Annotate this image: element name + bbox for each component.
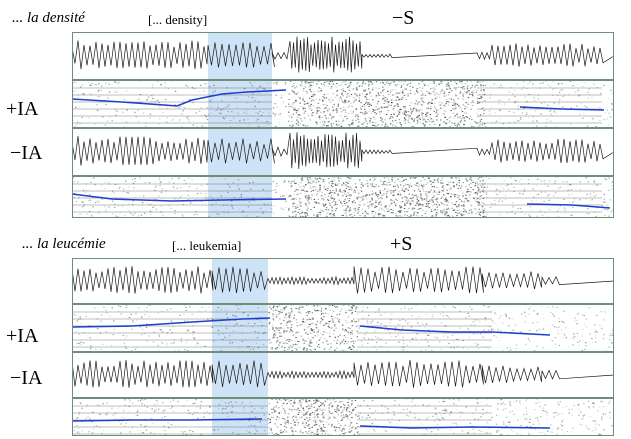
spectrogram-texture — [72, 176, 614, 218]
bottom-phrase: ... la leucémie — [22, 236, 106, 252]
bottom-waveform-minus-ia — [72, 352, 614, 398]
pitch-contour — [72, 317, 271, 328]
panel-frame — [72, 398, 614, 436]
panel-frame — [72, 258, 614, 304]
highlight-region — [212, 352, 268, 398]
spectrogram-texture — [72, 398, 614, 436]
top-waveform-plus-ia — [72, 32, 614, 80]
top-spectrogram-minus-ia — [72, 176, 614, 218]
highlight-region — [208, 176, 272, 218]
bottom-gloss: [... leukemia] — [172, 238, 242, 253]
bottom-row-plus-ia-label: +IA — [6, 325, 39, 347]
pitch-contour — [72, 418, 263, 422]
pitch-contour — [359, 425, 551, 429]
bottom-spectrogram-minus-ia — [72, 398, 614, 436]
bottom-waveform-plus-ia — [72, 258, 614, 304]
highlight-region — [212, 258, 268, 304]
bottom-condition-label: +S — [390, 233, 413, 255]
panel-frame — [72, 176, 614, 218]
pitch-contour — [359, 325, 551, 336]
top-condition-label: −S — [392, 7, 415, 29]
pitch-contour — [526, 203, 611, 209]
spectrogram-texture — [72, 80, 614, 128]
waveform-trace — [72, 266, 614, 294]
spectrogram-texture — [72, 304, 614, 352]
waveform-trace — [72, 36, 614, 73]
panel-frame — [72, 128, 614, 176]
top-waveform-minus-ia — [72, 128, 614, 176]
highlight-region — [208, 128, 272, 176]
pitch-contour — [72, 193, 287, 202]
pitch-contour — [519, 106, 605, 111]
top-spectrogram-plus-ia — [72, 80, 614, 128]
top-gloss: [... density] — [148, 12, 208, 27]
highlight-region — [212, 304, 268, 352]
top-phrase: ... la densité — [12, 10, 85, 26]
waveform-trace — [72, 360, 614, 388]
top-row-minus-ia-label: −IA — [10, 142, 43, 164]
panel-frame — [72, 32, 614, 80]
highlight-region — [208, 32, 272, 80]
pitch-contour — [72, 89, 287, 107]
panel-frame — [72, 352, 614, 398]
top-row-plus-ia-label: +IA — [6, 98, 39, 120]
waveform-trace — [72, 132, 614, 169]
highlight-region — [212, 398, 268, 436]
panel-frame — [72, 304, 614, 352]
bottom-spectrogram-plus-ia — [72, 304, 614, 352]
panel-frame — [72, 80, 614, 128]
bottom-row-minus-ia-label: −IA — [10, 367, 43, 389]
